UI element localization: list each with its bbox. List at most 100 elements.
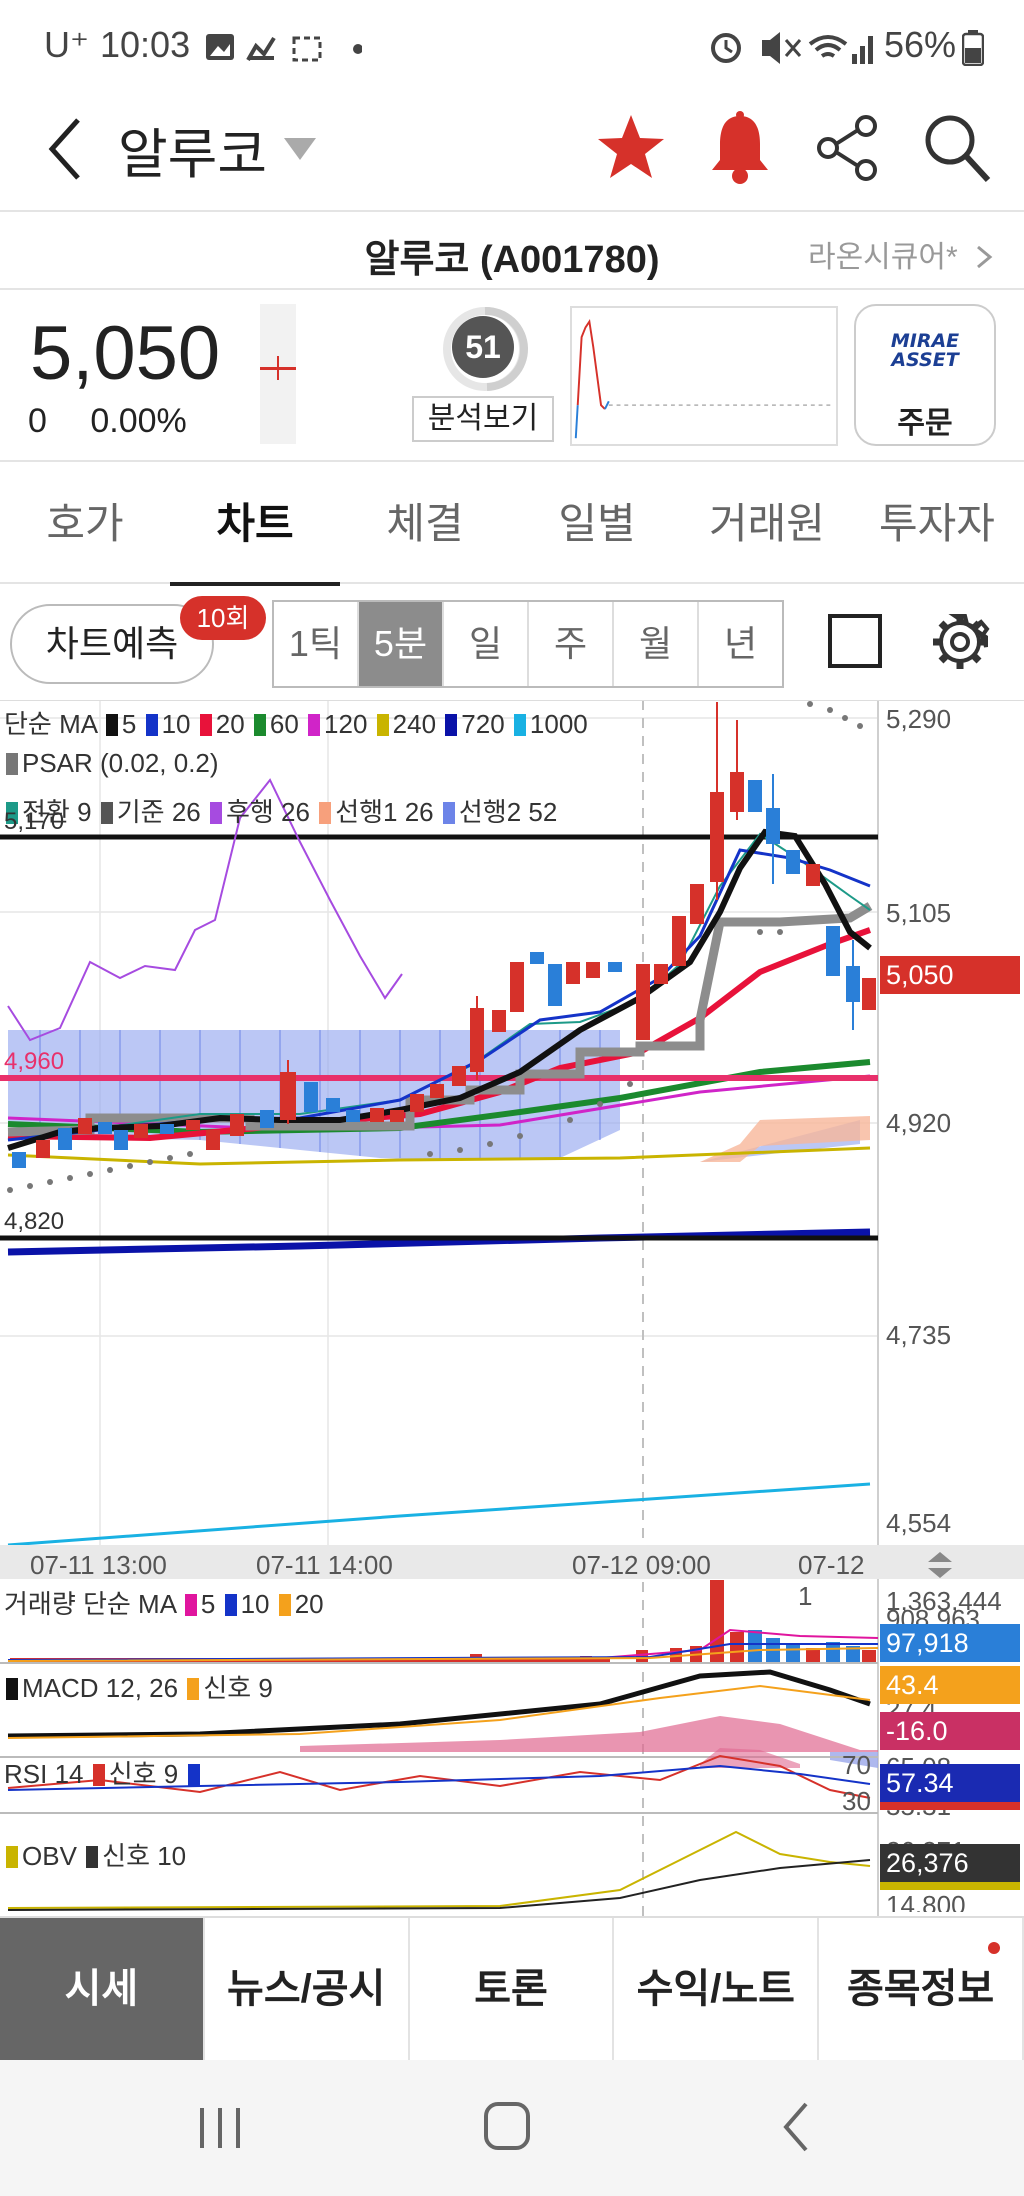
status-system-icons xyxy=(711,32,873,64)
status-bar: U⁺ 10:03 56% xyxy=(0,0,1024,92)
quote-panel: 5,050 0 0.00% 51 분석보기 MIRAE ASSET 주문 xyxy=(0,292,1024,462)
x-label-2: 07-11 14:00 xyxy=(256,1550,393,1580)
volume-value-tag: 97,918 xyxy=(880,1624,1020,1662)
square-icon[interactable] xyxy=(828,614,882,668)
price-change: 0 0.00% xyxy=(28,402,187,441)
tab-chart[interactable]: 차트 xyxy=(170,464,340,586)
y-label-5: 4,554 xyxy=(886,1508,952,1538)
back-arrow-icon[interactable] xyxy=(44,114,84,184)
stock-name-code: 알루코 (A001780) xyxy=(364,239,660,281)
ichimoku-legend: 전환 9 기준 26 후행 26 선행1 26 선행2 52 xyxy=(4,792,557,829)
macd-hist-tag: -16.0 xyxy=(880,1712,1020,1750)
period-5min[interactable]: 5분 xyxy=(359,602,444,686)
nav-quote[interactable]: 시세 xyxy=(0,1918,205,2060)
hline-lower-label: 4,820 xyxy=(4,1208,65,1235)
tab-orderbook[interactable]: 호가 xyxy=(46,500,124,547)
status-time: 10:03 xyxy=(100,24,191,65)
obv-cut-upper: 26,371 xyxy=(886,1836,966,1846)
page-title[interactable]: 알루코 xyxy=(118,125,268,185)
rsi-line xyxy=(7,1754,871,1799)
predict-count-badge: 10회 xyxy=(180,596,266,640)
ichimoku-cloud-span1 xyxy=(700,1116,870,1162)
chevron-right-icon xyxy=(977,245,993,269)
chart-area[interactable]: 단순 MA 5 10 20 60 120 240 720 1000 PSAR (… xyxy=(0,700,1024,1916)
psar-legend: PSAR (0.02, 0.2) xyxy=(4,748,219,779)
obv-value-tag: 26,376 xyxy=(880,1844,1020,1882)
new-dot-indicator xyxy=(988,1942,1000,1954)
intraday-sparkline[interactable] xyxy=(570,306,838,446)
nav-stock-info[interactable]: 종목정보 xyxy=(819,1918,1024,2060)
hline-upper-label: 5,170 xyxy=(4,808,65,835)
tab-trades[interactable]: 체결 xyxy=(386,500,464,547)
nav-profit-note[interactable]: 수익/노트 xyxy=(614,1918,820,2060)
chart-canvas[interactable] xyxy=(0,700,1024,1916)
ma-120-line xyxy=(7,1074,871,1132)
gear-icon[interactable] xyxy=(930,612,990,672)
bottom-nav: 시세 뉴스/공시 토론 수익/노트 종목정보 xyxy=(0,1916,1024,2060)
order-button[interactable]: MIRAE ASSET 주문 xyxy=(854,304,996,446)
dropdown-caret-icon[interactable] xyxy=(282,136,318,162)
app-header: 알루코 xyxy=(0,92,1024,212)
macd-histogram xyxy=(300,1716,878,1752)
tab-daily[interactable]: 일별 xyxy=(558,500,636,547)
x-axis-strip xyxy=(0,1545,1024,1579)
order-label: 주문 xyxy=(897,407,953,440)
chart-predict-button[interactable]: 차트예측 xyxy=(10,604,214,684)
ma-720-line xyxy=(7,1228,871,1256)
period-month[interactable]: 월 xyxy=(614,602,699,686)
y-label-1: 5,290 xyxy=(886,704,952,734)
tab-bar: 호가 차트 체결 일별 거래원 투자자 xyxy=(0,464,1024,586)
ma-1000-line xyxy=(7,1482,871,1547)
current-price-tag: 5,050 xyxy=(880,956,1020,994)
search-icon[interactable] xyxy=(922,112,992,184)
y-label-3: 4,920 xyxy=(886,1108,952,1138)
rsi-value-tag: 57.34 xyxy=(880,1764,1020,1802)
volume-max-label: 1,363,444 xyxy=(886,1586,1002,1616)
recents-icon[interactable] xyxy=(196,2104,246,2152)
period-selector: 1틱 5분 일 주 월 년 xyxy=(272,600,784,688)
obv-cut-mid: 14,800 xyxy=(886,1890,966,1912)
system-back-icon[interactable] xyxy=(780,2100,812,2154)
obv-legend: OBV 신호 10 xyxy=(4,1836,186,1873)
chart-toolbar: 차트예측 10회 1틱 5분 일 주 월 년 xyxy=(0,586,1024,700)
macd-legend: MACD 12, 26 신호 9 xyxy=(4,1668,273,1705)
period-week[interactable]: 주 xyxy=(529,602,614,686)
related-stock-link[interactable]: 라온시큐어* xyxy=(808,232,994,276)
period-day[interactable]: 일 xyxy=(444,602,529,686)
rsi-legend: RSI 14 신호 9 xyxy=(4,1754,204,1791)
battery-icon xyxy=(962,30,984,66)
bell-icon[interactable] xyxy=(708,110,772,186)
period-tick[interactable]: 1틱 xyxy=(274,602,359,686)
status-notification-icons xyxy=(206,34,362,62)
candles xyxy=(12,702,876,1168)
x-label-1: 07-11 13:00 xyxy=(30,1550,167,1580)
tab-investors[interactable]: 투자자 xyxy=(879,500,995,547)
current-price: 5,050 xyxy=(30,311,221,396)
x-label-3: 07-12 09:00 xyxy=(572,1550,711,1580)
lagging-span-line xyxy=(7,778,403,1042)
stock-name-bar: 알루코 (A001780) 라온시큐어* xyxy=(0,214,1024,290)
home-icon[interactable] xyxy=(482,2100,532,2152)
share-icon[interactable] xyxy=(816,114,880,182)
x-label-4: 07-12 1 xyxy=(798,1550,865,1611)
battery-percent: 56% xyxy=(884,24,957,65)
broker-logo: MIRAE ASSET xyxy=(890,330,960,371)
related-stock-label: 라온시큐어* xyxy=(807,241,958,274)
period-year[interactable]: 년 xyxy=(723,623,758,664)
change-amount: 0 xyxy=(28,402,47,440)
analysis-score[interactable]: 51 xyxy=(452,316,514,378)
change-percent: 0.00% xyxy=(90,402,187,440)
macd-line xyxy=(7,1669,871,1739)
rsi-signal-line xyxy=(7,1764,871,1791)
nav-discussion[interactable]: 토론 xyxy=(410,1918,615,2060)
tab-brokers[interactable]: 거래원 xyxy=(709,500,825,547)
star-icon[interactable] xyxy=(596,112,666,182)
nav-news[interactable]: 뉴스/공시 xyxy=(205,1918,410,2060)
hline-mid-label: 4,960 xyxy=(4,1048,65,1075)
score-ring xyxy=(443,306,528,391)
macd-signal-line xyxy=(7,1684,871,1739)
carrier-label: U⁺ xyxy=(44,24,89,65)
analyze-button[interactable]: 분석보기 xyxy=(412,396,554,442)
axis-scroll-arrows-icon[interactable] xyxy=(928,1552,952,1578)
obv-signal-tag xyxy=(880,1882,1020,1890)
